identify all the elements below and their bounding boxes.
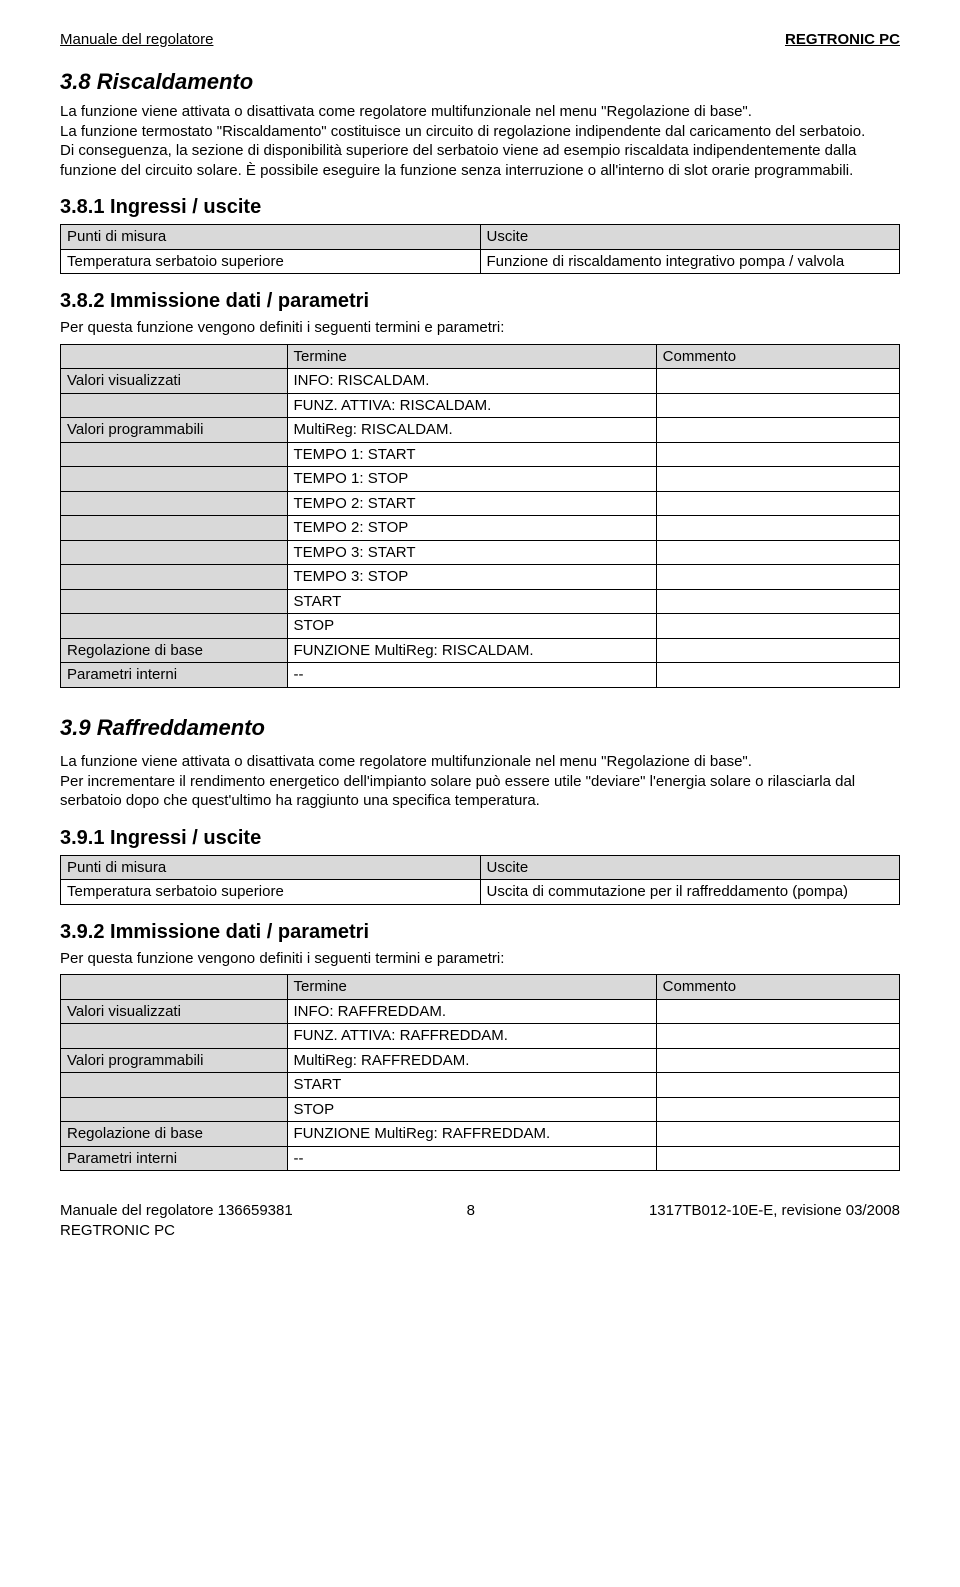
td-value: TEMPO 1: START xyxy=(287,442,656,467)
td-label-valori-programmabili: Valori programmabili xyxy=(61,1048,288,1073)
table-parametri-39: Termine Commento Valori visualizzati INF… xyxy=(60,974,900,1171)
td-comment xyxy=(656,516,899,541)
page-header: Manuale del regolatore REGTRONIC PC xyxy=(60,30,900,50)
td-comment xyxy=(656,1073,899,1098)
td-value: TEMPO 3: STOP xyxy=(287,565,656,590)
td-value: MultiReg: RISCALDAM. xyxy=(287,418,656,443)
td-label-valori-programmabili: Valori programmabili xyxy=(61,418,288,443)
td-comment xyxy=(656,1122,899,1147)
section-3-8-2-title: 3.8.2 Immissione dati / parametri xyxy=(60,288,900,314)
footer-left: Manuale del regolatore 136659381 REGTRON… xyxy=(60,1201,293,1240)
section-3-8-1-title: 3.8.1 Ingressi / uscite xyxy=(60,194,900,220)
th-punti-misura: Punti di misura xyxy=(61,855,481,880)
td-blank xyxy=(61,565,288,590)
td-label-valori-visualizzati: Valori visualizzati xyxy=(61,369,288,394)
td-value: TEMPO 1: STOP xyxy=(287,467,656,492)
section-3-9-2-intro: Per questa funzione vengono definiti i s… xyxy=(60,949,900,969)
section-3-9-1-title: 3.9.1 Ingressi / uscite xyxy=(60,825,900,851)
td-value: START xyxy=(287,589,656,614)
section-3-9-body: La funzione viene attivata o disattivata… xyxy=(60,752,900,811)
td-blank xyxy=(61,1024,288,1049)
section-3-8-2-intro: Per questa funzione vengono definiti i s… xyxy=(60,318,900,338)
td-comment xyxy=(656,999,899,1024)
th-commento: Commento xyxy=(656,975,899,1000)
section-3-9-title: 3.9 Raffreddamento xyxy=(60,714,900,743)
td-blank xyxy=(61,491,288,516)
th-termine: Termine xyxy=(287,344,656,369)
th-termine: Termine xyxy=(287,975,656,1000)
td-comment xyxy=(656,589,899,614)
td-value: FUNZIONE MultiReg: RISCALDAM. xyxy=(287,638,656,663)
td-comment xyxy=(656,467,899,492)
th-punti-misura: Punti di misura xyxy=(61,225,481,250)
td-blank xyxy=(61,614,288,639)
td-value: TEMPO 2: STOP xyxy=(287,516,656,541)
td-blank xyxy=(61,1097,288,1122)
td-value: -- xyxy=(287,663,656,688)
td-value: -- xyxy=(287,1146,656,1171)
td-comment xyxy=(656,565,899,590)
header-right: REGTRONIC PC xyxy=(785,30,900,50)
td-value: FUNZ. ATTIVA: RISCALDAM. xyxy=(287,393,656,418)
td-label-valori-visualizzati: Valori visualizzati xyxy=(61,999,288,1024)
td-value: FUNZIONE MultiReg: RAFFREDDAM. xyxy=(287,1122,656,1147)
td-comment xyxy=(656,418,899,443)
header-left: Manuale del regolatore xyxy=(60,30,213,50)
td-value: STOP xyxy=(287,1097,656,1122)
td-comment xyxy=(656,1146,899,1171)
td-value: TEMPO 2: START xyxy=(287,491,656,516)
td-label-parametri-interni: Parametri interni xyxy=(61,1146,288,1171)
page-footer: Manuale del regolatore 136659381 REGTRON… xyxy=(60,1201,900,1240)
td-blank xyxy=(61,975,288,1000)
td-comment xyxy=(656,442,899,467)
td-value: START xyxy=(287,1073,656,1098)
td-comment xyxy=(656,638,899,663)
td-comment xyxy=(656,491,899,516)
th-commento: Commento xyxy=(656,344,899,369)
table-ingressi-uscite-39: Punti di misura Uscite Temperatura serba… xyxy=(60,855,900,905)
td-temp-serbatoio: Temperatura serbatoio superiore xyxy=(61,249,481,274)
th-uscite: Uscite xyxy=(480,855,900,880)
section-3-9-2-title: 3.9.2 Immissione dati / parametri xyxy=(60,919,900,945)
footer-right: 1317TB012-10E-E, revisione 03/2008 xyxy=(649,1201,900,1240)
td-blank xyxy=(61,516,288,541)
td-comment xyxy=(656,540,899,565)
td-blank xyxy=(61,344,288,369)
table-ingressi-uscite-38: Punti di misura Uscite Temperatura serba… xyxy=(60,224,900,274)
td-blank xyxy=(61,393,288,418)
td-value: MultiReg: RAFFREDDAM. xyxy=(287,1048,656,1073)
td-value: FUNZ. ATTIVA: RAFFREDDAM. xyxy=(287,1024,656,1049)
td-uscita-commutazione: Uscita di commutazione per il raffreddam… xyxy=(480,880,900,905)
footer-page-number: 8 xyxy=(467,1201,475,1240)
td-comment xyxy=(656,663,899,688)
td-value: INFO: RAFFREDDAM. xyxy=(287,999,656,1024)
td-value: STOP xyxy=(287,614,656,639)
td-blank xyxy=(61,589,288,614)
td-blank xyxy=(61,540,288,565)
td-temp-serbatoio: Temperatura serbatoio superiore xyxy=(61,880,481,905)
td-label-regolazione-base: Regolazione di base xyxy=(61,638,288,663)
td-blank xyxy=(61,467,288,492)
td-comment xyxy=(656,1024,899,1049)
section-3-8-body: La funzione viene attivata o disattivata… xyxy=(60,102,900,180)
td-label-parametri-interni: Parametri interni xyxy=(61,663,288,688)
td-comment xyxy=(656,1048,899,1073)
td-value: TEMPO 3: START xyxy=(287,540,656,565)
table-parametri-38: Termine Commento Valori visualizzati INF… xyxy=(60,344,900,688)
section-3-8-title: 3.8 Riscaldamento xyxy=(60,68,900,97)
td-label-regolazione-base: Regolazione di base xyxy=(61,1122,288,1147)
td-funz-riscaldamento: Funzione di riscaldamento integrativo po… xyxy=(480,249,900,274)
th-uscite: Uscite xyxy=(480,225,900,250)
td-blank xyxy=(61,1073,288,1098)
td-value: INFO: RISCALDAM. xyxy=(287,369,656,394)
td-comment xyxy=(656,393,899,418)
td-comment xyxy=(656,1097,899,1122)
td-comment xyxy=(656,369,899,394)
td-blank xyxy=(61,442,288,467)
td-comment xyxy=(656,614,899,639)
